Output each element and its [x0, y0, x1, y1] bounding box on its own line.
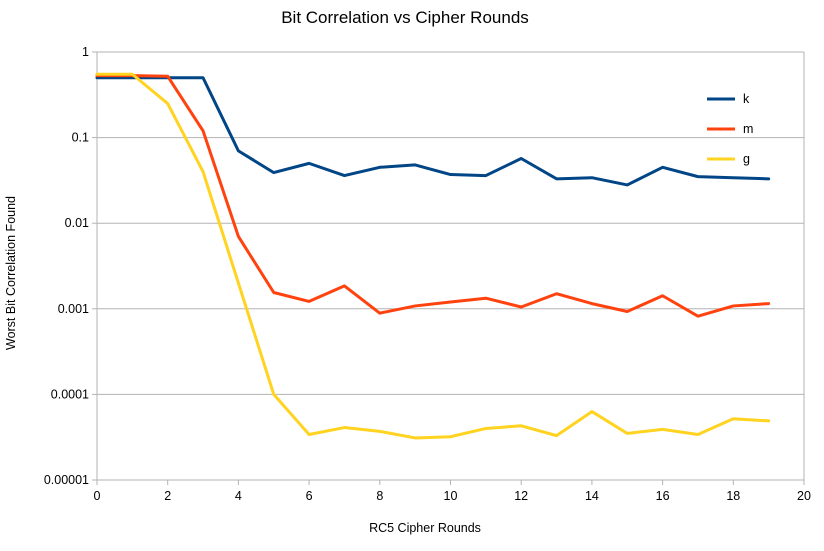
- legend: k m g: [707, 92, 753, 166]
- series-line-k: [95, 76, 771, 187]
- gridlines: [97, 51, 804, 481]
- x-axis-label: RC5 Cipher Rounds: [369, 521, 481, 535]
- legend-label-m: m: [743, 122, 753, 136]
- legend-label-g: g: [743, 152, 750, 166]
- x-tick-label: 16: [656, 489, 670, 503]
- x-tick-label: 4: [235, 489, 242, 503]
- y-tick-label: 0.00001: [44, 473, 89, 487]
- y-axis-ticks: 1 0.1 0.01 0.001 0.0001 0.00001: [44, 45, 97, 487]
- x-tick-label: 18: [726, 489, 740, 503]
- y-tick-label: 0.0001: [51, 387, 89, 401]
- x-axis-ticks: 0 2 4 6 8 10 12 14 16 18 20: [94, 480, 811, 503]
- series-line-m: [95, 74, 771, 318]
- y-tick-label: 0.1: [72, 131, 89, 145]
- x-tick-label: 8: [376, 489, 383, 503]
- series-lines: [95, 72, 771, 440]
- x-tick-label: 10: [444, 489, 458, 503]
- y-tick-label: 0.01: [65, 216, 89, 230]
- x-tick-label: 6: [306, 489, 313, 503]
- y-tick-label: 1: [82, 45, 89, 59]
- chart-title: Bit Correlation vs Cipher Rounds: [281, 8, 529, 27]
- y-tick-label: 0.001: [58, 302, 89, 316]
- x-tick-label: 2: [164, 489, 171, 503]
- x-tick-label: 14: [585, 489, 599, 503]
- legend-label-k: k: [743, 92, 750, 106]
- y-axis-label: Worst Bit Correlation Found: [4, 196, 18, 350]
- plot-frame: [96, 52, 805, 481]
- series-line-g: [95, 72, 771, 440]
- x-tick-label: 12: [514, 489, 528, 503]
- x-tick-label: 0: [94, 489, 101, 503]
- x-tick-label: 20: [797, 489, 811, 503]
